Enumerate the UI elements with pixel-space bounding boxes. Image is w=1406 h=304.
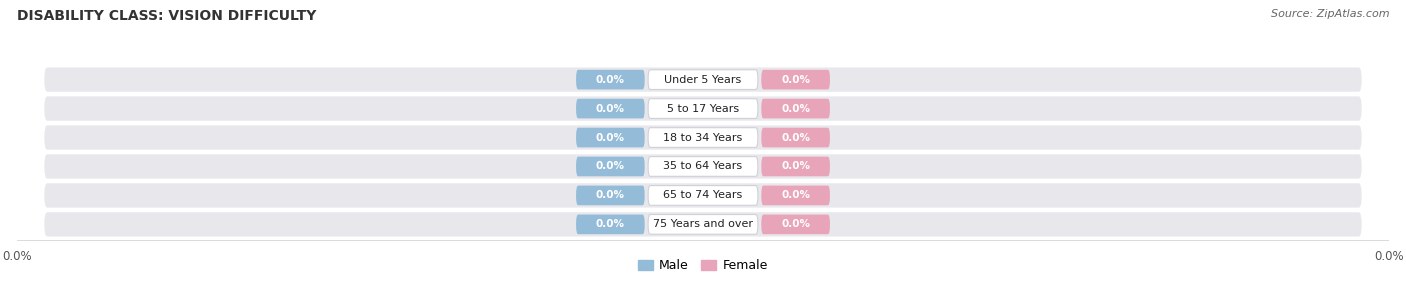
Text: 0.0%: 0.0% [782,133,810,143]
Text: 0.0%: 0.0% [782,190,810,200]
FancyBboxPatch shape [576,128,645,147]
Text: 0.0%: 0.0% [782,219,810,230]
Text: 0.0%: 0.0% [782,161,810,171]
FancyBboxPatch shape [648,185,758,205]
Legend: Male, Female: Male, Female [633,254,773,277]
FancyBboxPatch shape [576,185,645,205]
Text: 75 Years and over: 75 Years and over [652,219,754,230]
FancyBboxPatch shape [45,154,1361,179]
FancyBboxPatch shape [576,215,645,234]
FancyBboxPatch shape [648,128,758,147]
FancyBboxPatch shape [761,70,830,89]
Text: 0.0%: 0.0% [596,190,624,200]
FancyBboxPatch shape [761,99,830,119]
FancyBboxPatch shape [576,70,645,89]
FancyBboxPatch shape [648,215,758,234]
FancyBboxPatch shape [761,157,830,176]
FancyBboxPatch shape [576,157,645,176]
Text: 0.0%: 0.0% [782,74,810,85]
Text: 0.0%: 0.0% [596,74,624,85]
FancyBboxPatch shape [45,183,1361,208]
Text: 0.0%: 0.0% [596,104,624,114]
FancyBboxPatch shape [45,125,1361,150]
FancyBboxPatch shape [648,99,758,119]
Text: Under 5 Years: Under 5 Years [665,74,741,85]
Text: 0.0%: 0.0% [596,133,624,143]
FancyBboxPatch shape [761,185,830,205]
FancyBboxPatch shape [648,70,758,89]
FancyBboxPatch shape [45,67,1361,92]
FancyBboxPatch shape [576,99,645,119]
Text: 18 to 34 Years: 18 to 34 Years [664,133,742,143]
FancyBboxPatch shape [761,128,830,147]
Text: 65 to 74 Years: 65 to 74 Years [664,190,742,200]
FancyBboxPatch shape [45,96,1361,121]
Text: 35 to 64 Years: 35 to 64 Years [664,161,742,171]
FancyBboxPatch shape [761,215,830,234]
Text: Source: ZipAtlas.com: Source: ZipAtlas.com [1271,9,1389,19]
FancyBboxPatch shape [45,212,1361,237]
Text: 5 to 17 Years: 5 to 17 Years [666,104,740,114]
Text: 0.0%: 0.0% [596,219,624,230]
Text: DISABILITY CLASS: VISION DIFFICULTY: DISABILITY CLASS: VISION DIFFICULTY [17,9,316,23]
FancyBboxPatch shape [648,157,758,176]
Text: 0.0%: 0.0% [596,161,624,171]
Text: 0.0%: 0.0% [782,104,810,114]
